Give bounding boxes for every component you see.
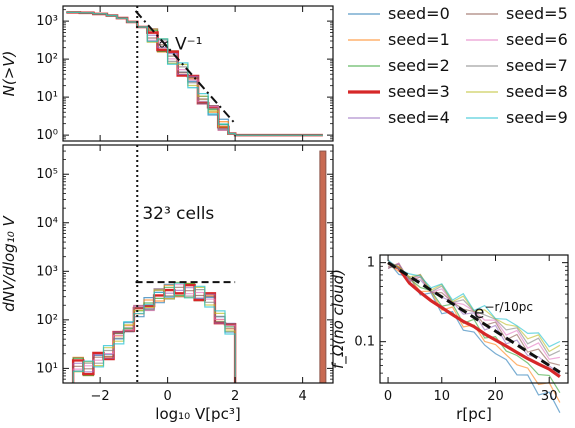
- panel-right: e−r/10pc 1 0.1 0 10 20 30 f_Ω(no cloud) r[pc…: [329, 254, 569, 423]
- x-tick-label: 10: [433, 389, 450, 404]
- panel-bottom-left: 32³ cells 10¹ 10² 10³ 10⁴ 10⁵ −2 0 2 4 dNV/dlog…: [0, 144, 334, 423]
- series-line-seed-5: [66, 11, 323, 136]
- y-tick-label: 10¹: [36, 361, 58, 376]
- x-axis-label: r[pc]: [456, 405, 492, 423]
- x-tick-label: 0: [384, 389, 392, 404]
- axes-frame: [62, 144, 334, 384]
- series-line-seed-3: [387, 261, 561, 379]
- histogram-seed-9: [72, 282, 236, 383]
- legend-label-seed=0: seed=0: [388, 4, 450, 23]
- series-line-seed-7: [66, 11, 323, 136]
- legend-label-seed=5: seed=5: [506, 4, 568, 23]
- series-line-seed-8: [66, 11, 323, 136]
- exponential-guide: [387, 261, 561, 374]
- x-tick-label: −2: [91, 389, 110, 404]
- series-line-seed-9: [66, 11, 323, 136]
- y-axis-label: f_Ω(no cloud): [329, 269, 348, 369]
- legend-label-seed=1: seed=1: [388, 30, 450, 49]
- x-tick-label: 30: [541, 389, 558, 404]
- legend-label-seed=6: seed=6: [506, 30, 568, 49]
- x-tick-label: 20: [487, 389, 504, 404]
- series-line-seed-6: [66, 11, 323, 136]
- y-tick-label: 10⁰: [36, 128, 58, 143]
- x-tick-label: 2: [231, 389, 239, 404]
- exponential-base: e: [474, 303, 484, 323]
- cells-annotation: 32³ cells: [142, 204, 214, 224]
- series-line-seed-4: [66, 11, 323, 136]
- legend-label-seed=3: seed=3: [388, 82, 450, 101]
- y-tick-label: 10⁵: [36, 167, 58, 182]
- y-tick-label: 10³: [36, 14, 58, 29]
- exponential-exponent: −r/10pc: [484, 300, 533, 314]
- panel-top-left: ∝ V⁻¹ 10⁰ 10¹ 10² 10³ N(>V): [0, 5, 334, 143]
- series-line-seed-9: [387, 259, 561, 348]
- exponential-annotation: e−r/10pc: [474, 300, 533, 323]
- legend-label-seed=7: seed=7: [506, 56, 568, 75]
- x-tick-label: 0: [163, 389, 171, 404]
- y-tick-label: 1: [367, 256, 375, 271]
- y-tick-label: 0.1: [354, 335, 375, 350]
- y-tick-label: 10²: [36, 52, 58, 67]
- axes-frame: [62, 5, 334, 142]
- y-tick-label: 10²: [36, 313, 58, 328]
- y-axis-label: N(>V): [0, 51, 18, 97]
- series-line-seed-2: [66, 11, 323, 136]
- power-law-guide: [134, 10, 236, 125]
- x-axis-label: log₁₀ V[pc³]: [155, 405, 240, 423]
- x-tick-label: 4: [298, 389, 306, 404]
- legend-label-seed=8: seed=8: [506, 82, 568, 101]
- series-line-seed-1: [66, 11, 323, 136]
- axes-frame: [379, 254, 569, 384]
- y-tick-label: 10¹: [36, 90, 58, 105]
- series-line-seed-2: [387, 265, 561, 394]
- legend-label-seed=4: seed=4: [388, 108, 450, 127]
- y-tick-label: 10⁴: [36, 216, 58, 231]
- y-tick-label: 10³: [36, 264, 58, 279]
- legend-label-seed=9: seed=9: [506, 108, 568, 127]
- volume-spike-bar: [319, 150, 327, 384]
- series-line-seed-0: [387, 261, 561, 413]
- legend-label-seed=2: seed=2: [388, 56, 450, 75]
- legend: seed=0 seed=1 seed=2 seed=3 seed=4 seed=5 seed…: [348, 4, 568, 127]
- y-axis-label: dNV/dlog₁₀ V: [0, 215, 18, 312]
- series-line-seed-3: [66, 11, 323, 137]
- power-law-annotation: ∝ V⁻¹: [158, 34, 203, 54]
- series-line-seed-0: [66, 11, 323, 136]
